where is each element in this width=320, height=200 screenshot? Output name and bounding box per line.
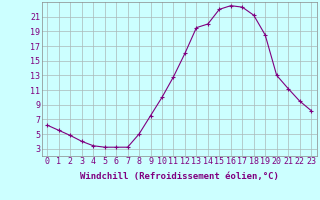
X-axis label: Windchill (Refroidissement éolien,°C): Windchill (Refroidissement éolien,°C)	[80, 172, 279, 181]
